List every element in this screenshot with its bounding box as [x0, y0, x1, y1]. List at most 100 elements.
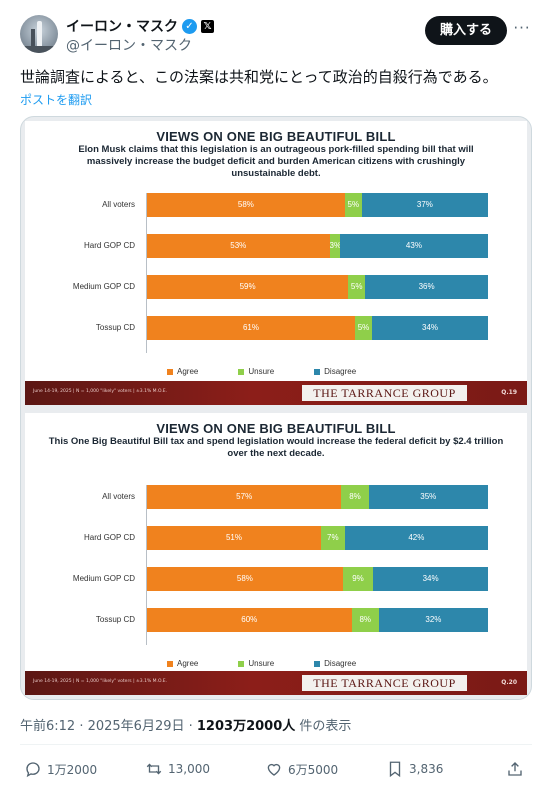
bar-segment-agree: 58% [147, 567, 343, 591]
bar-segment-disagree: 32% [378, 608, 488, 632]
poll-slide-1: VIEWS ON ONE BIG BEAUTIFUL BILL Elon Mus… [25, 121, 527, 405]
chart-row: Medium GOP CD 59% 5% 36% [25, 275, 527, 299]
footer-note: June 14-19, 2025 | N = 1,000 "likely" vo… [33, 679, 168, 684]
tarrance-logo: THE TARRANCE GROUP [302, 385, 467, 401]
repost-icon [146, 763, 162, 775]
like-button[interactable]: 6万5000 [265, 760, 338, 778]
bar-segment-unsure: 8% [341, 485, 369, 509]
chart-row: Hard GOP CD 53%3%43% [25, 234, 527, 258]
post-meta: 午前6:12 · 2025年6月29日 · 1203万2000人 件の表示 [20, 715, 351, 734]
chart-row: Tossup CD 61% 5% 34% [25, 316, 527, 340]
category-label: Hard GOP CD [84, 241, 135, 250]
translate-post-link[interactable]: ポストを翻訳 [20, 93, 93, 107]
category-label: Medium GOP CD [72, 574, 135, 583]
share-button[interactable] [506, 760, 524, 778]
verified-icon: ✓ [182, 18, 197, 34]
avatar-ground-shape [20, 46, 58, 53]
bookmark-button[interactable]: 3,836 [386, 760, 443, 778]
category-label: Tossup CD [95, 615, 135, 624]
bar-segment-unsure: 5% [355, 316, 373, 340]
bookmark-icon [389, 761, 401, 778]
legend-swatch [238, 660, 245, 667]
legend-item: Agree [167, 659, 198, 668]
slide-footer: June 14-19, 2025 | N = 1,000 "likely" vo… [25, 381, 527, 405]
reply-count: 1万2000 [47, 762, 98, 777]
legend-swatch [314, 660, 321, 667]
bar-segment-disagree: 34% [373, 567, 488, 591]
subscribe-button[interactable]: 購入する [425, 16, 507, 45]
display-name[interactable]: イーロン・マスク [66, 19, 178, 35]
avatar-tower-shape [31, 29, 35, 47]
bookmark-count: 3,836 [409, 762, 444, 776]
bar-segment-disagree: 36% [365, 275, 488, 299]
bar-segment-unsure: 3% [329, 234, 340, 258]
tweet-media[interactable]: VIEWS ON ONE BIG BEAUTIFUL BILL Elon Mus… [20, 116, 532, 700]
legend-item: Disagree [314, 367, 356, 376]
more-options-icon[interactable]: ··· [513, 19, 531, 37]
legend-swatch [238, 368, 245, 375]
bar-track: 51% 7% 42% [147, 526, 488, 550]
view-count-suffix: 件の表示 [295, 719, 352, 734]
chart-row: Hard GOP CD 51% 7% 42% [25, 526, 527, 550]
bar-segment-disagree: 35% [368, 485, 488, 509]
slide-title: VIEWS ON ONE BIG BEAUTIFUL BILL [156, 421, 396, 436]
chart-row: All voters 57% 8% 35% [25, 485, 527, 509]
legend-item: Unsure [238, 367, 274, 376]
question-number: Q.20 [501, 679, 517, 686]
bar-segment-unsure: 8% [351, 608, 379, 632]
view-count: 1203万2000人 [196, 719, 296, 734]
chart-axis-line [146, 193, 147, 353]
bar-segment-agree: 57% [147, 485, 342, 509]
repost-button[interactable]: 13,000 [145, 760, 210, 778]
legend-label: Agree [177, 367, 199, 376]
slide-title: VIEWS ON ONE BIG BEAUTIFUL BILL [156, 129, 396, 144]
bar-segment-unsure: 9% [342, 567, 374, 591]
chart-axis-line [146, 485, 147, 645]
bar-track: 60% 8% 32% [147, 608, 488, 632]
legend-label: Unsure [248, 659, 275, 668]
bar-segment-disagree: 42% [344, 526, 488, 550]
slide-subtitle: This One Big Beautiful Bill tax and spen… [48, 436, 504, 459]
legend-label: Disagree [324, 659, 357, 668]
bar-segment-agree: 60% [147, 608, 352, 632]
bar-track: 58% 9% 34% [147, 567, 488, 591]
divider [20, 744, 532, 745]
legend-item: Agree [167, 367, 198, 376]
reply-button[interactable]: 1万2000 [24, 760, 97, 778]
chart-legend: Agree Unsure Disagree [167, 367, 356, 376]
avatar-rocket-shape [37, 21, 42, 47]
action-bar: 1万2000 13,000 6万5000 3,836 [20, 760, 532, 784]
like-count: 6万5000 [288, 762, 339, 777]
slide-footer: June 14-19, 2025 | N = 1,000 "likely" vo… [25, 671, 527, 695]
repost-count: 13,000 [168, 762, 210, 776]
legend-item: Disagree [314, 659, 356, 668]
tarrance-logo: THE TARRANCE GROUP [302, 675, 467, 691]
bar-track: 59% 5% 36% [147, 275, 488, 299]
user-handle[interactable]: @イーロン・マスク [66, 38, 192, 54]
bar-segment-agree: 53% [147, 234, 330, 258]
bar-segment-unsure: 5% [348, 275, 366, 299]
legend-label: Agree [177, 659, 199, 668]
category-label: All voters [102, 492, 135, 501]
chart-row: Medium GOP CD 58% 9% 34% [25, 567, 527, 591]
bar-segment-agree: 59% [147, 275, 349, 299]
footer-note: June 14-19, 2025 | N = 1,000 "likely" vo… [33, 389, 168, 394]
bar-segment-agree: 61% [147, 316, 355, 340]
category-label: Hard GOP CD [84, 533, 135, 542]
poll-slide-2: VIEWS ON ONE BIG BEAUTIFUL BILL This One… [25, 413, 527, 695]
bar-track: 61% 5% 34% [147, 316, 488, 340]
legend-label: Disagree [324, 367, 357, 376]
bar-track: 57% 8% 35% [147, 485, 488, 509]
share-icon [508, 762, 522, 776]
category-label: Medium GOP CD [72, 282, 135, 291]
bar-segment-disagree: 37% [361, 193, 488, 217]
post-timestamp[interactable]: 午前6:12 · 2025年6月29日 · [20, 719, 197, 734]
slide-subtitle: Elon Musk claims that this legislation i… [78, 144, 474, 179]
legend-item: Unsure [238, 659, 274, 668]
bar-segment-disagree: 34% [372, 316, 488, 340]
avatar[interactable] [20, 15, 58, 53]
tweet-text: 世論調査によると、この法案は共和党にとって政治的自殺行為である。 [20, 68, 498, 86]
x-badge-icon: 𝕏 [201, 19, 214, 33]
name-row: イーロン・マスク ✓ 𝕏 [66, 16, 214, 36]
